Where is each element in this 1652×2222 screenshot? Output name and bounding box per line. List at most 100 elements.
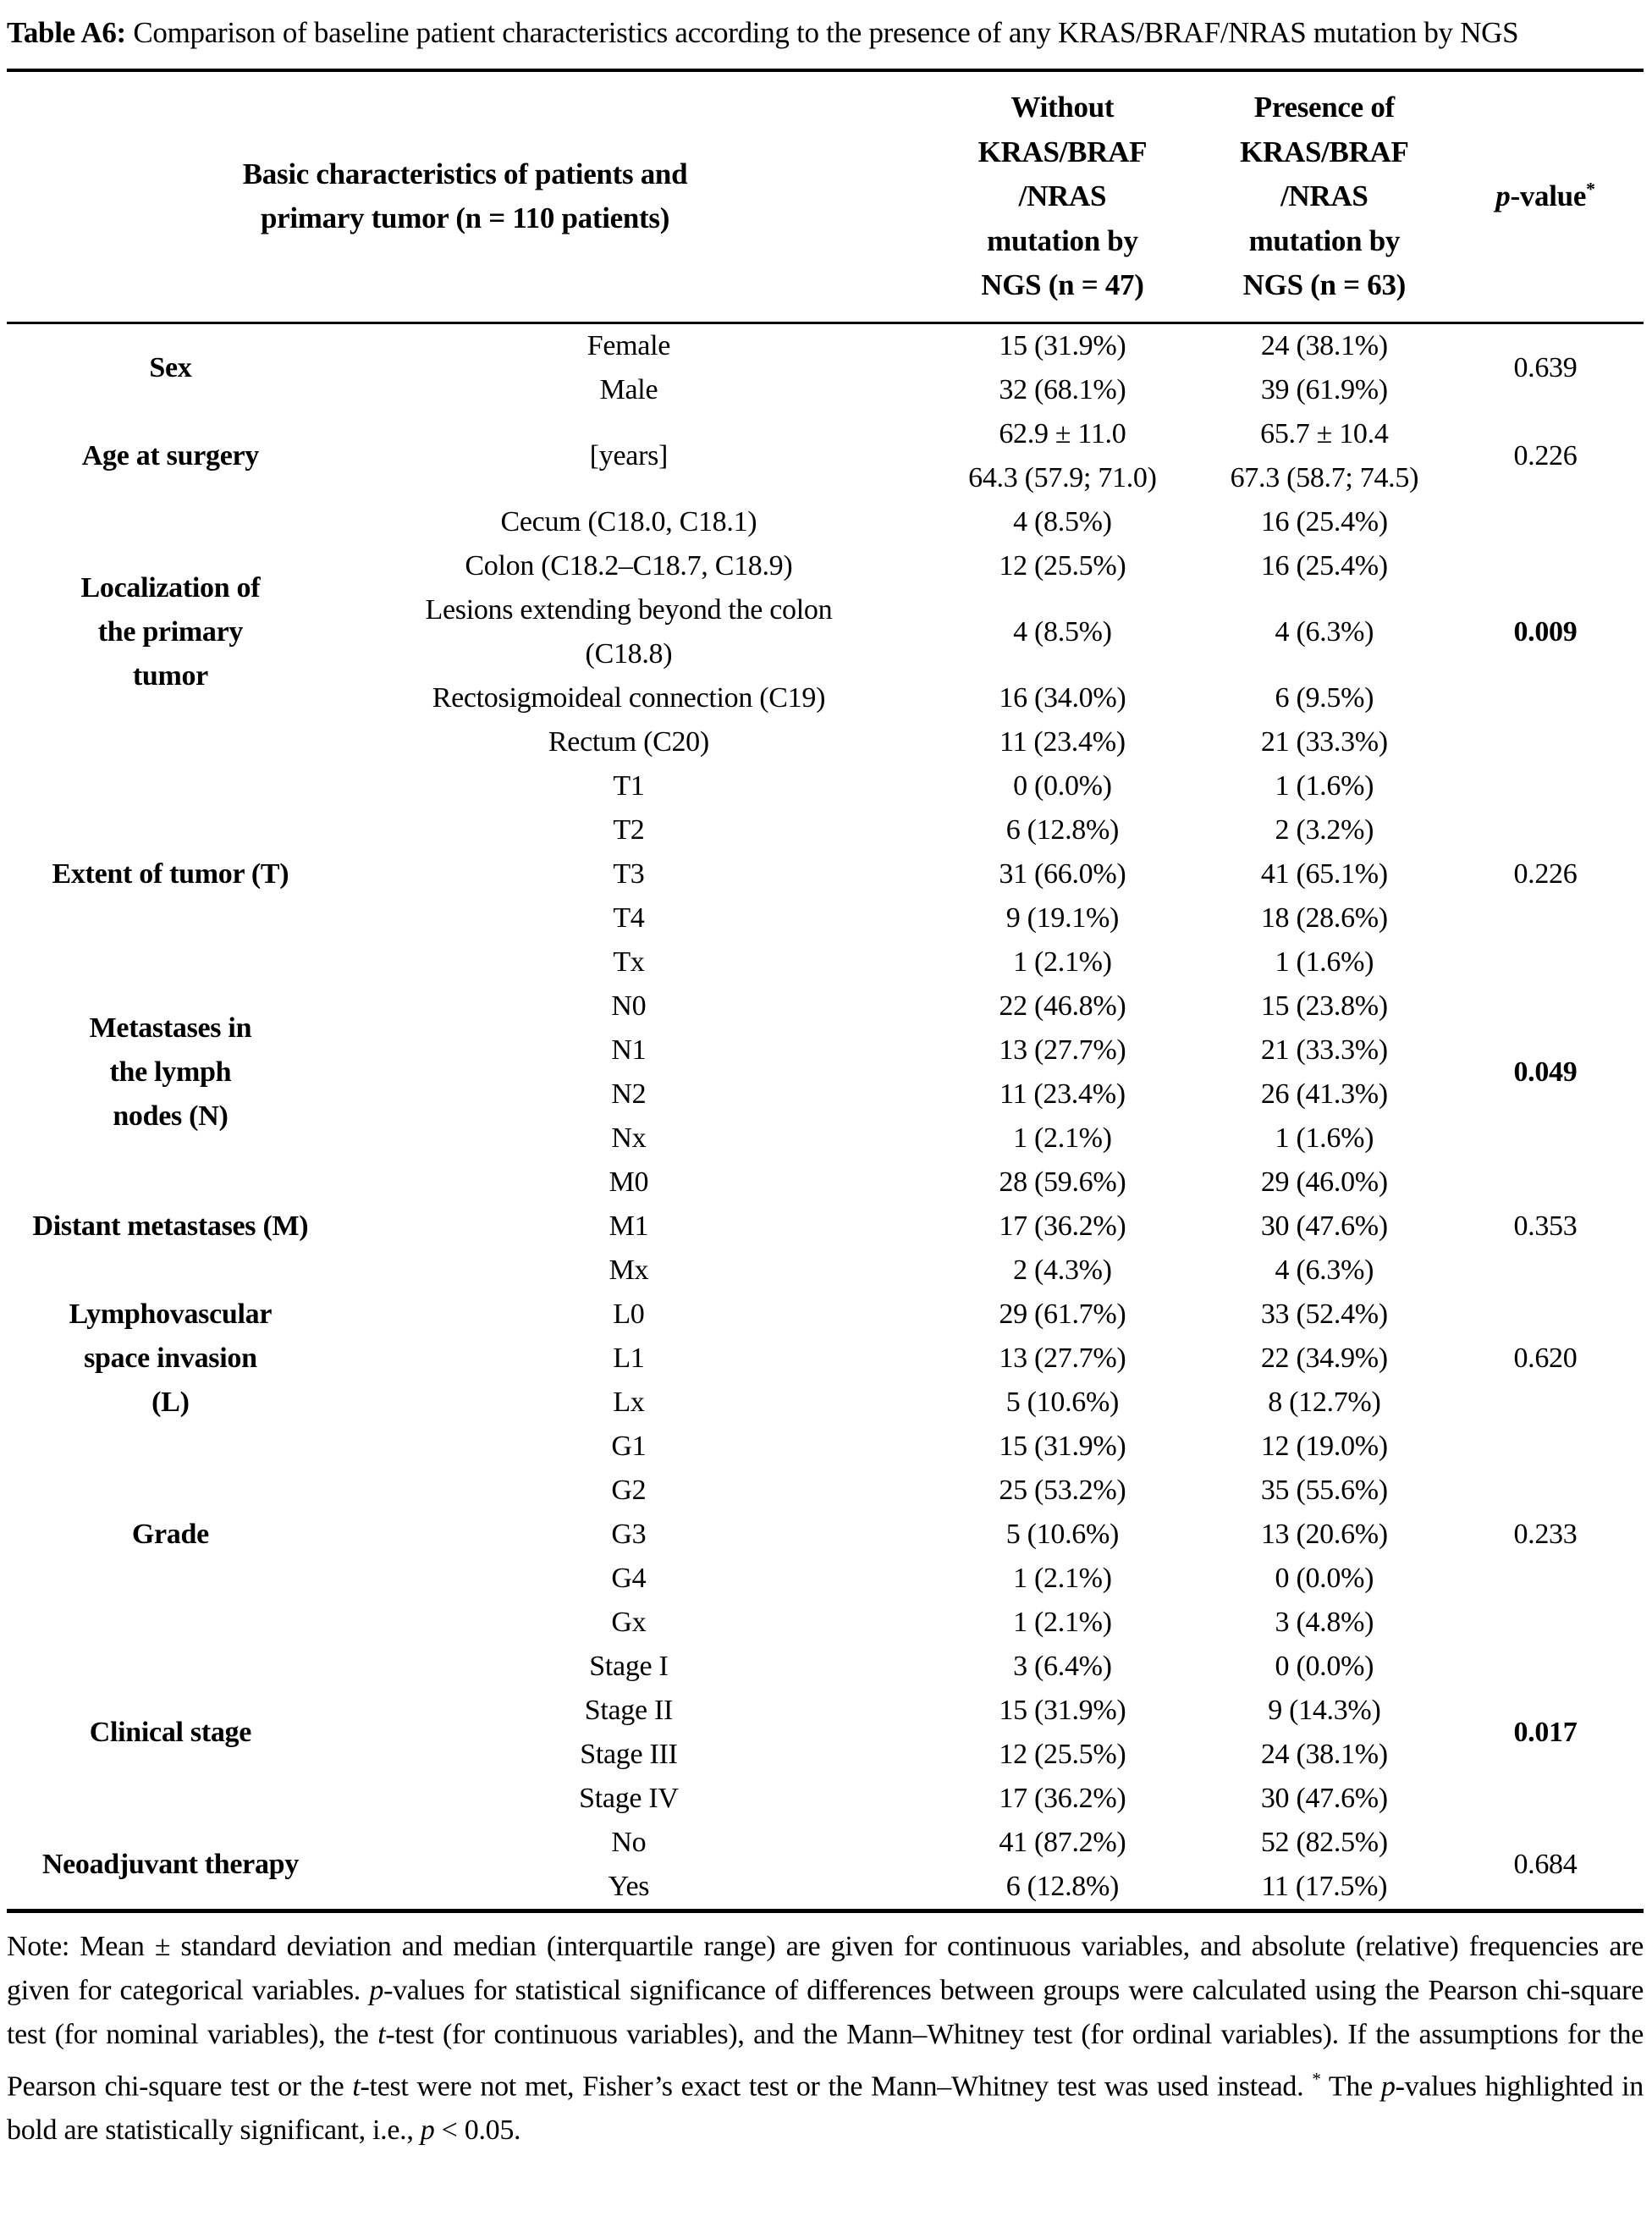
value-cell-presence: 29 (46.0%)	[1260, 1166, 1388, 1198]
category-cell: Metastases in the lymph nodes (N)	[89, 1012, 252, 1132]
value-cell-without: 2 (4.3%)	[1013, 1254, 1112, 1286]
value-cell-presence: 24 (38.1%)	[1260, 1738, 1388, 1770]
value-cell-without: 1 (2.1%)	[1013, 946, 1112, 978]
value-cell-without: 13 (27.7%)	[999, 1342, 1126, 1374]
value-cell-without: 22 (46.8%)	[999, 990, 1126, 1022]
category-cell: Grade	[131, 1518, 209, 1550]
table-row: Lymphovascular space invasion (L) L0 29 (6…	[7, 1293, 1644, 1418]
subcategory-cell: Stage I	[589, 1650, 669, 1682]
footnote-segment: -test were not met, Fisher’s exact test …	[360, 2070, 1313, 2103]
value-cell-without: 1 (2.1%)	[1013, 1562, 1112, 1594]
subcategory-cell: Gx	[611, 1606, 647, 1638]
value-cell-without: 13 (27.7%)	[999, 1034, 1126, 1066]
value-cell-without: 15 (31.9%)	[999, 1430, 1126, 1462]
table-row: Extent of tumor (T) T1 0 (0.0%) 1 (1.6%) 0.2…	[7, 764, 1644, 890]
pvalue-header-asterisk: *	[1586, 179, 1595, 200]
table-row: Yes 6 (12.8%) 11 (17.5%)	[7, 1865, 1644, 1911]
subcategory-cell: Lx	[613, 1386, 645, 1418]
pvalue-cell: 0.049	[1513, 1056, 1578, 1088]
table-row: M1 17 (36.2%) 30 (47.6%)	[7, 1205, 1644, 1249]
subcategory-cell: Tx	[613, 946, 645, 978]
subcategory-cell: T4	[613, 901, 645, 934]
footnote-italic-segment: t	[377, 2018, 386, 2050]
pvalue-cell: 0.009	[1513, 615, 1578, 648]
value-cell-presence: 15 (23.8%)	[1260, 990, 1388, 1022]
table-title-label: Table A6:	[7, 16, 126, 49]
table-row: N2 11 (23.4%) 26 (41.3%)	[7, 1072, 1644, 1117]
subcategory-cell: T3	[613, 857, 645, 890]
value-cell-presence: 0 (0.0%)	[1275, 1562, 1374, 1594]
table-row: Clinical stage Stage I 3 (6.4%) 0 (0.0%) 0.0…	[7, 1645, 1644, 1748]
table-row: Stage II 15 (31.9%) 9 (14.3%)	[7, 1689, 1644, 1733]
value-cell-without: 4 (8.5%)	[1013, 505, 1112, 538]
footnote-segment: The	[1320, 2070, 1381, 2103]
table-title-text: Comparison of baseline patient character…	[125, 16, 1519, 49]
pvalue-cell: 0.684	[1513, 1848, 1578, 1880]
footnote-segment: -test (for continuous variables), and th…	[7, 2018, 1644, 2103]
table-row: Grade G1 15 (31.9%) 12 (19.0%) 0.233	[7, 1425, 1644, 1550]
value-cell-presence: 4 (6.3%)	[1275, 615, 1374, 648]
subcategory-cell: [years]	[589, 439, 669, 471]
footnote-italic-segment: t	[352, 2070, 361, 2103]
value-cell-without: 41 (87.2%)	[999, 1826, 1126, 1858]
value-cell-without: 15 (31.9%)	[999, 329, 1126, 361]
value-cell-presence: 3 (4.8%)	[1275, 1606, 1374, 1638]
value-cell-presence: 12 (19.0%)	[1260, 1430, 1388, 1462]
subcategory-cell: Stage III	[580, 1738, 678, 1770]
value-cell-without: 9 (19.1%)	[1005, 901, 1120, 934]
value-cell-presence: 1 (1.6%)	[1275, 769, 1374, 802]
value-cell-presence: 8 (12.7%)	[1268, 1386, 1381, 1418]
footnote-italic-segment: p	[369, 1974, 384, 2006]
value-cell-presence: 4 (6.3%)	[1275, 1254, 1374, 1286]
value-cell-presence: 6 (9.5%)	[1275, 681, 1374, 714]
value-cell-without: 16 (34.0%)	[999, 681, 1126, 714]
table-row: L1 13 (27.7%) 22 (34.9%)	[7, 1337, 1644, 1381]
footnote-segment: < 0.05.	[434, 2114, 521, 2147]
subcategory-cell: G2	[611, 1474, 647, 1506]
table-row: Lesions extending beyond the colon (C18.…	[7, 588, 1644, 676]
table-row: T3 31 (66.0%) 41 (65.1%)	[7, 852, 1644, 896]
subcategory-cell: Female	[586, 329, 671, 361]
subcategory-cell: T2	[613, 813, 645, 846]
value-cell-presence: 21 (33.3%)	[1260, 725, 1388, 758]
footnote-italic-segment: p	[420, 2114, 435, 2147]
table-row: Rectum (C20) 11 (23.4%) 21 (33.3%)	[7, 720, 1644, 764]
header-cell-without: Without KRAS/BRAF /NRAS mutation by NGS …	[923, 70, 1202, 324]
value-cell-presence: 65.7 ± 10.4 67.3 (58.7; 74.5)	[1230, 417, 1419, 493]
characteristics-table: Basic characteristics of patients and pr…	[7, 69, 1644, 1913]
table-row: Male 32 (68.1%) 39 (61.9%)	[7, 368, 1644, 412]
value-cell-without: 29 (61.7%)	[999, 1298, 1126, 1330]
value-cell-without: 5 (10.6%)	[1005, 1518, 1120, 1550]
subcategory-cell: G3	[611, 1518, 647, 1550]
value-cell-presence: 9 (14.3%)	[1268, 1694, 1381, 1726]
subcategory-cell: G4	[611, 1562, 647, 1594]
value-cell-presence: 52 (82.5%)	[1260, 1826, 1388, 1858]
subcategory-cell: N2	[611, 1078, 647, 1110]
pvalue-cell: 0.233	[1513, 1518, 1578, 1550]
category-cell: Clinical stage	[89, 1716, 252, 1748]
table-row: Mx 2 (4.3%) 4 (6.3%)	[7, 1249, 1644, 1293]
value-cell-presence: 30 (47.6%)	[1260, 1782, 1388, 1814]
value-cell-presence: 13 (20.6%)	[1260, 1518, 1388, 1550]
footnote-segment: Note: Mean ± standard deviation and medi…	[7, 1930, 1644, 2006]
subcategory-cell: L0	[613, 1298, 645, 1330]
value-cell-without: 31 (66.0%)	[999, 857, 1126, 890]
value-cell-without: 11 (23.4%)	[999, 725, 1126, 758]
table-body: Sex Female 15 (31.9%) 24 (38.1%) 0.639 Male 32…	[7, 323, 1644, 1910]
subcategory-cell: M0	[608, 1166, 649, 1198]
footnote: Note: Mean ± standard deviation and medi…	[7, 1925, 1644, 2153]
subcategory-cell: Yes	[608, 1870, 650, 1902]
table-row: Stage III 12 (25.5%) 24 (38.1%)	[7, 1733, 1644, 1777]
pvalue-cell: 0.017	[1513, 1716, 1578, 1748]
pvalue-cell: 0.226	[1513, 857, 1578, 890]
footnote-segment: -values for statistical significance of …	[7, 1974, 1644, 2050]
table-row: G3 5 (10.6%) 13 (20.6%)	[7, 1513, 1644, 1557]
value-cell-without: 25 (53.2%)	[999, 1474, 1126, 1506]
table-row: N1 13 (27.7%) 21 (33.3%)	[7, 1028, 1644, 1072]
value-cell-without: 12 (25.5%)	[999, 549, 1126, 582]
value-cell-presence: 21 (33.3%)	[1260, 1034, 1388, 1066]
value-cell-without: 5 (10.6%)	[1005, 1386, 1120, 1418]
value-cell-presence: 1 (1.6%)	[1275, 946, 1374, 978]
subcategory-cell: Cecum (C18.0, C18.1)	[500, 505, 757, 538]
category-cell: Localization of the primary tumor	[80, 571, 261, 692]
